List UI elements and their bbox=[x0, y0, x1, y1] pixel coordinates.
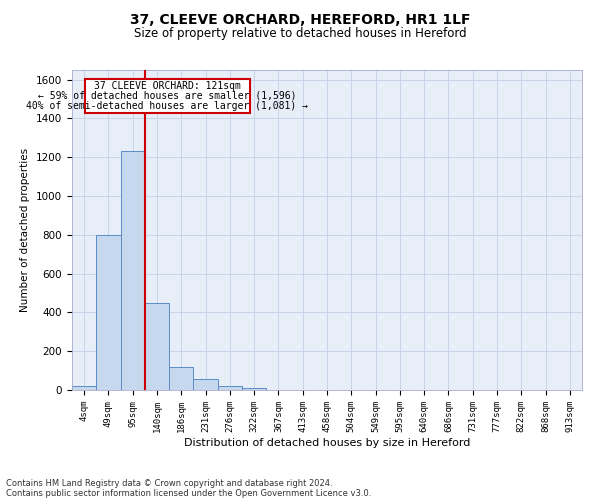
Text: 37 CLEEVE ORCHARD: 121sqm: 37 CLEEVE ORCHARD: 121sqm bbox=[94, 80, 241, 90]
Bar bbox=[121, 152, 145, 390]
Bar bbox=[218, 386, 242, 390]
Text: 37, CLEEVE ORCHARD, HEREFORD, HR1 1LF: 37, CLEEVE ORCHARD, HEREFORD, HR1 1LF bbox=[130, 12, 470, 26]
Bar bbox=[72, 386, 96, 390]
Text: Size of property relative to detached houses in Hereford: Size of property relative to detached ho… bbox=[134, 28, 466, 40]
Text: Contains HM Land Registry data © Crown copyright and database right 2024.: Contains HM Land Registry data © Crown c… bbox=[6, 478, 332, 488]
X-axis label: Distribution of detached houses by size in Hereford: Distribution of detached houses by size … bbox=[184, 438, 470, 448]
Bar bbox=[169, 366, 193, 390]
Bar bbox=[242, 388, 266, 390]
FancyBboxPatch shape bbox=[85, 78, 250, 112]
Y-axis label: Number of detached properties: Number of detached properties bbox=[20, 148, 31, 312]
Bar bbox=[145, 302, 169, 390]
Text: 40% of semi-detached houses are larger (1,081) →: 40% of semi-detached houses are larger (… bbox=[26, 101, 308, 111]
Text: ← 59% of detached houses are smaller (1,596): ← 59% of detached houses are smaller (1,… bbox=[38, 90, 296, 101]
Text: Contains public sector information licensed under the Open Government Licence v3: Contains public sector information licen… bbox=[6, 488, 371, 498]
Bar bbox=[96, 235, 121, 390]
Bar bbox=[193, 380, 218, 390]
